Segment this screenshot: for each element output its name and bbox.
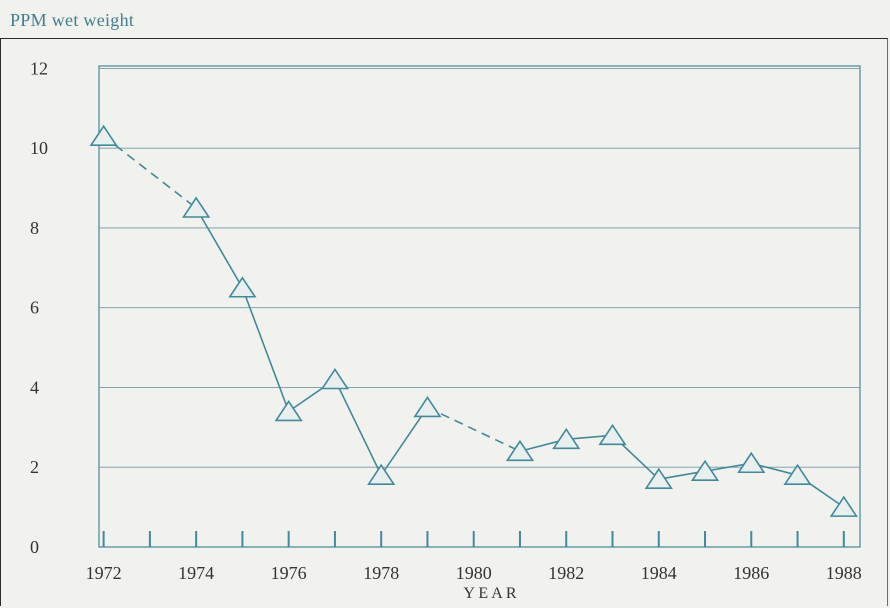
data-point-1978 [367, 463, 396, 486]
x-tick-label: 1982 [548, 563, 584, 583]
y-tick-label: 6 [30, 298, 39, 318]
data-point-1985 [690, 459, 720, 482]
data-point-1976 [274, 399, 303, 422]
y-axis-label: PPM wet weight [10, 10, 135, 30]
y-tick-label: 2 [30, 457, 39, 477]
x-tick-label: 1984 [641, 563, 677, 583]
x-axis-label: Y E A R [463, 585, 517, 602]
series-segment [241, 287, 290, 412]
series-segment [334, 379, 382, 476]
x-tick-label: 1988 [826, 563, 862, 583]
series-segment [380, 406, 429, 476]
y-tick-label: 0 [30, 537, 39, 557]
x-tick-label: 1972 [86, 563, 122, 583]
data-point-1988 [829, 495, 858, 517]
data-point-1972 [89, 124, 118, 147]
data-point-1986 [737, 451, 766, 474]
y-tick-label: 12 [30, 58, 48, 78]
data-point-1975 [228, 276, 257, 298]
y-tick-label: 10 [30, 138, 48, 158]
x-tick-label: 1978 [363, 563, 399, 583]
x-tick-label: 1976 [271, 563, 307, 583]
series-segment [195, 207, 244, 289]
data-point-1974 [182, 196, 211, 218]
y-tick-label: 8 [30, 218, 39, 238]
x-ticks: 1972 1974 1976 1978 1980 1982 1984 1986 1988 [86, 531, 862, 583]
plot-area [98, 65, 861, 548]
data-point-1983 [598, 423, 627, 446]
data-point-1977 [320, 368, 350, 390]
series-segment [103, 135, 197, 209]
data-point-1979 [413, 395, 442, 418]
gridlines [99, 67, 860, 468]
x-tick-label: 1986 [733, 563, 769, 583]
data-series [89, 124, 858, 517]
data-point-1987 [783, 463, 812, 486]
chart-frame [0, 38, 888, 606]
series-segment [427, 406, 521, 453]
data-point-1982 [552, 427, 581, 450]
data-point-1981 [505, 439, 535, 462]
y-tick-label: 4 [30, 377, 39, 397]
x-tick-label: 1974 [178, 563, 214, 583]
y-tick-labels: 0 2 4 6 8 10 12 [30, 58, 48, 557]
data-point-1984 [644, 467, 673, 489]
x-tick-label: 1980 [456, 563, 492, 583]
